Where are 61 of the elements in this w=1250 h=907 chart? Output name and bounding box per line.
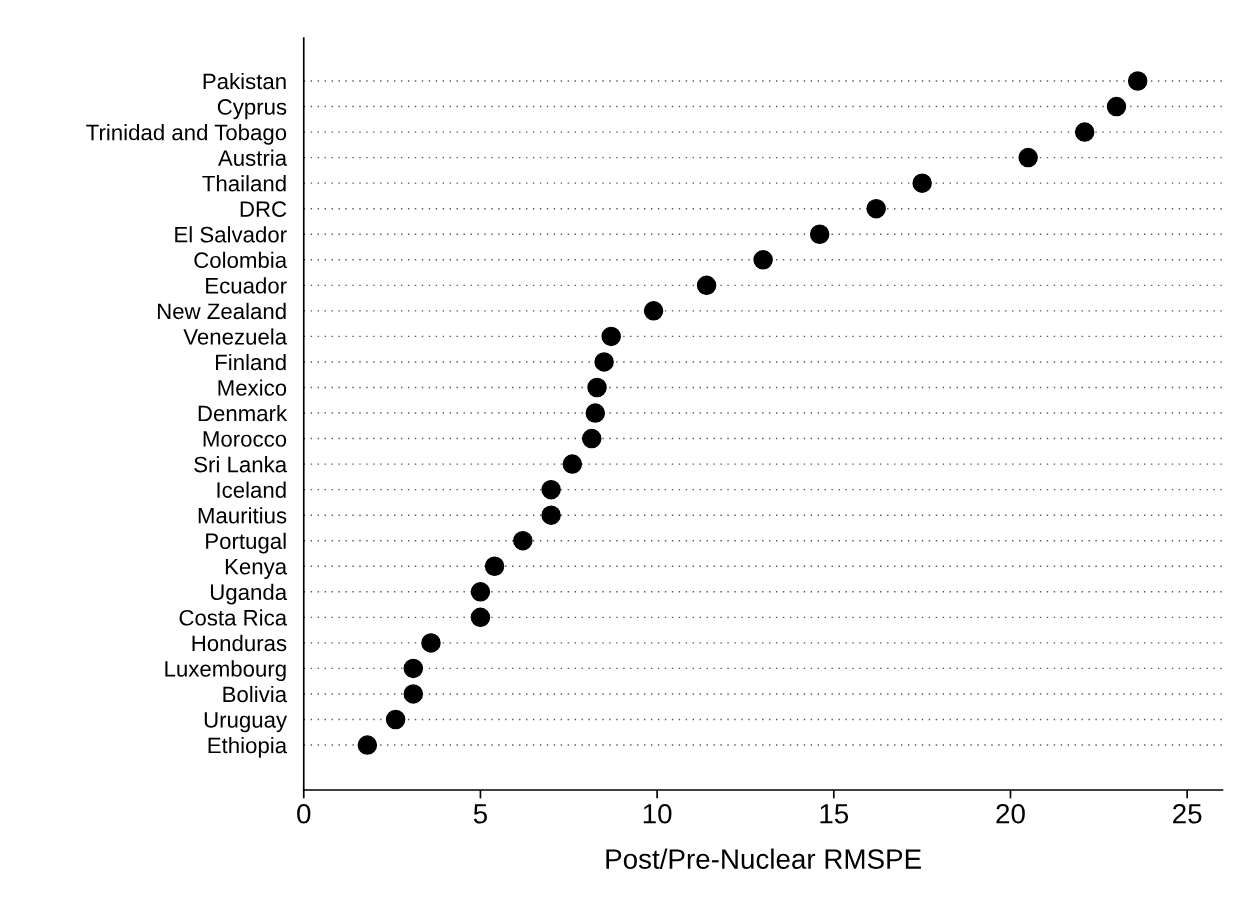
y-tick-label: Trinidad and Tobago (86, 124, 287, 145)
y-tick-label: Sri Lanka (194, 456, 288, 473)
y-tick-label: Morocco (203, 431, 287, 447)
x-tick-label: 15 (820, 804, 849, 824)
y-tick-label: Cyprus (217, 99, 287, 120)
point (562, 454, 583, 474)
y-tick-label: Austria (217, 149, 288, 166)
point (594, 352, 614, 372)
y-tick-label: Luxembourg (165, 660, 286, 682)
point (912, 173, 932, 193)
point (470, 582, 491, 602)
y-tick-label: Honduras (192, 634, 287, 652)
point (587, 377, 607, 398)
point (585, 403, 606, 423)
y-tick-label: Uruguay (204, 712, 288, 733)
y-tick-label: Costa Rica (179, 609, 288, 626)
point (357, 735, 378, 755)
point (403, 658, 424, 679)
y-tick-label: Pakistan (203, 72, 286, 90)
y-tick-label: Bolivia (223, 685, 288, 703)
y-tick-label: El Salvador (175, 226, 287, 243)
point (1127, 71, 1148, 91)
y-tick-label: Colombia (194, 251, 288, 269)
point (484, 556, 505, 577)
y-tick-label: Iceland (217, 481, 286, 498)
y-tick-label: Ecuador (206, 277, 287, 294)
y-tick-label: Uganda (210, 583, 288, 605)
y-tick-label: Finland (216, 353, 286, 371)
point (581, 428, 602, 449)
y-tick-label: Kenya (225, 559, 288, 579)
y-tick-label: DRC (240, 201, 287, 217)
point (1106, 96, 1127, 117)
point (385, 709, 406, 730)
point (601, 326, 621, 347)
x-tick-label: 10 (643, 803, 672, 824)
x-axis-title: Post/Pre-Nuclear RMSPE (606, 848, 921, 869)
point (403, 684, 424, 704)
point (1074, 122, 1095, 142)
point (753, 250, 773, 270)
point (541, 479, 561, 500)
y-tick-label: Venezuela (183, 328, 288, 345)
x-tick-label: 25 (1173, 803, 1202, 824)
point (1018, 147, 1038, 168)
y-tick-label: Ethiopia (208, 736, 288, 758)
y-tick-label: New Zealand (157, 302, 286, 320)
x-tick-label: 0 (297, 803, 311, 824)
point (866, 198, 886, 219)
y-tick-label: Portugal (206, 532, 286, 554)
y-tick-label: Mexico (218, 379, 287, 396)
point (696, 275, 717, 296)
y-tick-label: Denmark (198, 404, 288, 422)
x-tick-label: 20 (996, 803, 1025, 824)
point (470, 607, 491, 628)
y-tick-label: Mauritius (198, 507, 287, 524)
y-tick-label: Thailand (202, 175, 286, 192)
x-tick-label: 5 (473, 804, 487, 824)
point (541, 505, 561, 525)
point (809, 224, 830, 244)
point (513, 530, 533, 551)
point (421, 633, 441, 653)
point (643, 301, 664, 321)
